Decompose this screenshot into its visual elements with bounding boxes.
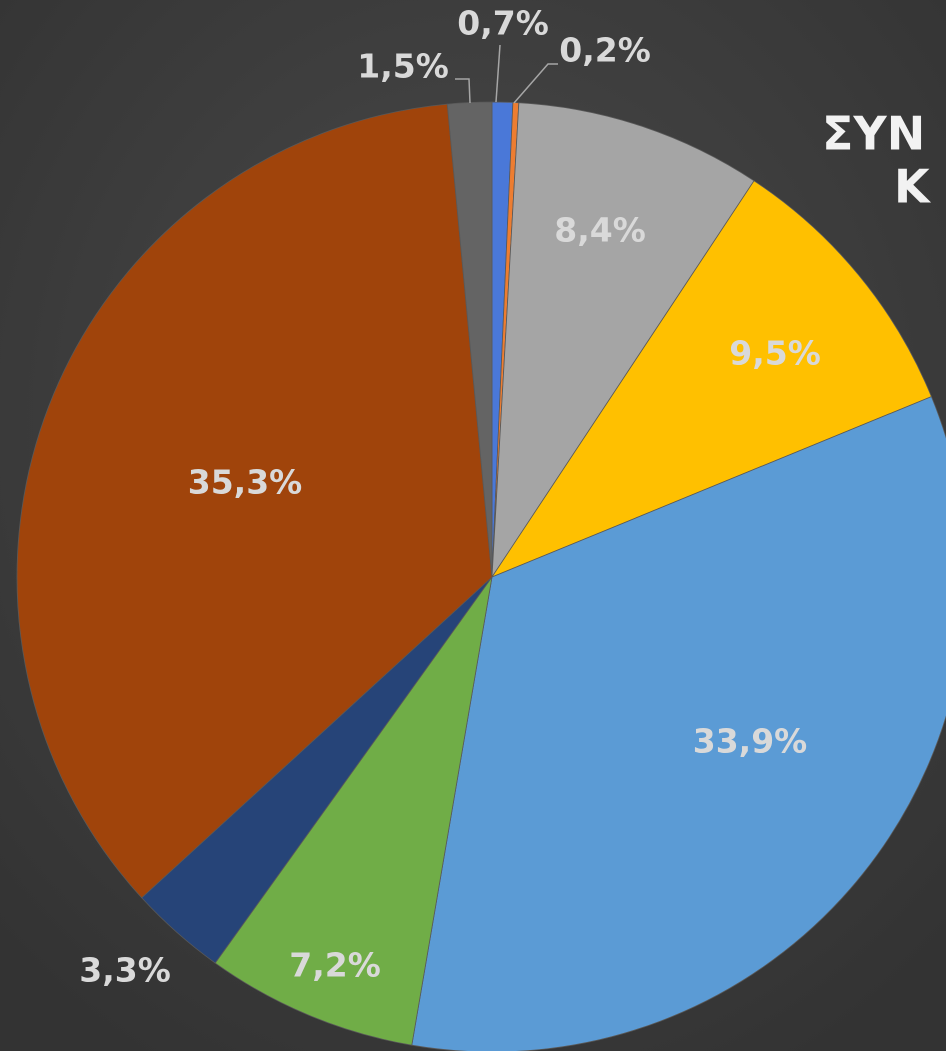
pie-slice bbox=[411, 396, 946, 1051]
leader-line bbox=[513, 63, 558, 104]
pie-slice bbox=[491, 102, 755, 579]
data-label: 9,5% bbox=[729, 334, 821, 373]
chart-title: ΣΥΝ bbox=[822, 107, 925, 161]
labels: 0,7% 0,2% 8,4% 9,5% 33,9% 7,2% 3,3% 35,3% 1,5% bbox=[79, 4, 821, 990]
pie-slice bbox=[16, 103, 493, 899]
data-label: 35,3% bbox=[188, 463, 303, 502]
leader-line bbox=[495, 44, 501, 103]
data-label: 1,5% bbox=[357, 47, 449, 86]
data-label: 0,2% bbox=[559, 31, 651, 70]
pie-slice bbox=[490, 180, 932, 578]
data-label: 8,4% bbox=[554, 211, 646, 250]
leader-line bbox=[455, 78, 471, 104]
pie-slice bbox=[214, 576, 493, 1046]
data-label: 0,7% bbox=[457, 4, 549, 43]
data-label: 7,2% bbox=[289, 946, 381, 985]
chart-title: Κ bbox=[894, 160, 932, 214]
data-label: 3,3% bbox=[79, 951, 171, 990]
pie bbox=[16, 101, 946, 1051]
data-label: 33,9% bbox=[693, 722, 808, 761]
